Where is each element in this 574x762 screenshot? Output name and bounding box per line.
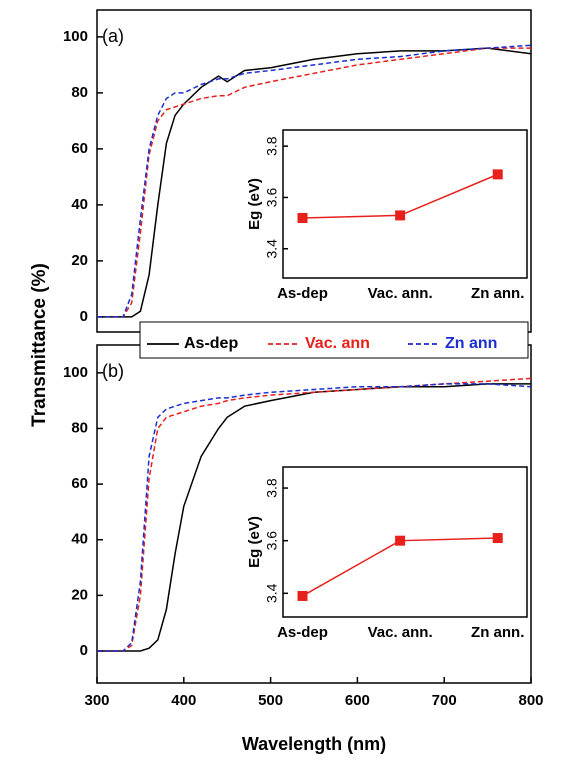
- y-tick-label: 60: [71, 140, 88, 157]
- y-tick-label: 3.4: [264, 583, 280, 603]
- y-tick-label: 60: [71, 475, 88, 492]
- inset-marker: [297, 212, 308, 223]
- y-tick-label: 20: [71, 252, 88, 269]
- y-tick-label: 3.6: [264, 188, 280, 208]
- x-tick-label: 300: [84, 692, 109, 709]
- legend-label: As-dep: [184, 335, 238, 352]
- y-tick-label: 3.8: [264, 478, 280, 498]
- x-axis-title: Wavelength (nm): [242, 734, 386, 754]
- inset-marker: [492, 169, 503, 180]
- x-tick-label: Vac. ann.: [368, 624, 433, 641]
- x-tick-label: 500: [258, 692, 283, 709]
- series-line: [97, 44, 532, 318]
- y-tick-label: 80: [71, 84, 88, 101]
- x-tick-label: 600: [345, 692, 370, 709]
- series-line: [97, 47, 531, 318]
- x-tick-label: Zn ann.: [471, 624, 524, 641]
- y-tick-label: 3.4: [264, 239, 280, 259]
- y-tick-label: 3.6: [264, 531, 280, 551]
- x-tick-label: As-dep: [277, 624, 328, 641]
- x-tick-label: 700: [432, 692, 457, 709]
- x-tick-label: As-dep: [277, 285, 328, 302]
- y-tick-label: 40: [71, 531, 88, 548]
- legend-label: Zn ann: [445, 335, 497, 352]
- inset-marker: [492, 533, 503, 544]
- y-tick-label: 100: [63, 364, 88, 381]
- inset-y-title: Eg (eV): [246, 178, 263, 230]
- legend-label: Vac. ann: [305, 335, 370, 352]
- y-tick-label: 80: [71, 419, 88, 436]
- legend-box: [139, 321, 529, 359]
- inset-frame: [282, 129, 528, 279]
- y-tick-label: 0: [80, 642, 88, 659]
- y-axis-title: Transmittance (%): [29, 263, 50, 427]
- inset-y-title: Eg (eV): [246, 516, 263, 568]
- y-tick-label: 20: [71, 586, 88, 603]
- x-tick-label: Zn ann.: [471, 285, 524, 302]
- inset-marker: [395, 535, 406, 546]
- x-tick-label: Vac. ann.: [368, 285, 433, 302]
- y-tick-label: 0: [80, 308, 88, 325]
- y-tick-label: 100: [63, 28, 88, 45]
- panel-label: (b): [102, 361, 124, 381]
- inset-marker: [297, 590, 308, 601]
- x-tick-label: 400: [171, 692, 196, 709]
- series-line: [97, 383, 532, 652]
- y-tick-label: 3.8: [264, 136, 280, 156]
- panel-label: (a): [102, 26, 124, 46]
- inset-marker: [395, 210, 406, 221]
- x-tick-label: 800: [518, 692, 543, 709]
- y-tick-label: 40: [71, 196, 88, 213]
